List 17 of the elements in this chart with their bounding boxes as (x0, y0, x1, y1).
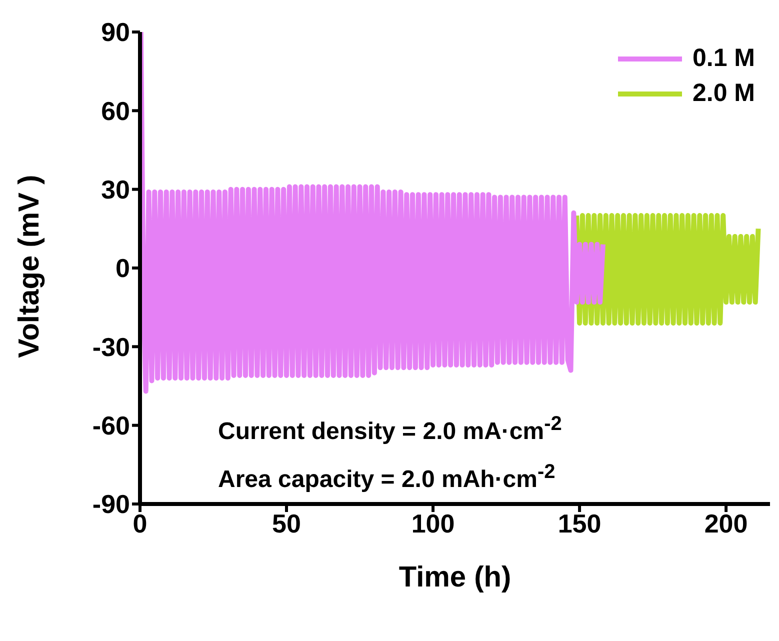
annotation: Current density = 2.0 mA·cm$^{-2}$ (218, 412, 562, 447)
y-tick-label: -90 (92, 489, 130, 520)
legend-label: 0.1 M (692, 44, 755, 73)
y-tick-label: 0 (116, 253, 130, 284)
y-tick-label: 30 (101, 174, 130, 205)
y-tick-label: 90 (101, 17, 130, 48)
y-tick-label: 60 (101, 96, 130, 126)
x-axis-title: Time (h) (398, 562, 512, 594)
annotation: Area capacity = 2.0 mAh·cm$^{-2}$ (218, 460, 556, 495)
y-tick-label: -60 (92, 410, 130, 441)
x-tick-label: 100 (411, 508, 455, 538)
y-axis-title: Voltage (mV ) (13, 174, 46, 358)
legend-label: 2.0 M (692, 79, 755, 108)
x-tick-label: 150 (558, 508, 602, 538)
y-tick-label: -30 (92, 332, 130, 362)
x-tick-label: 50 (272, 508, 301, 538)
x-tick-label: 200 (704, 508, 748, 538)
